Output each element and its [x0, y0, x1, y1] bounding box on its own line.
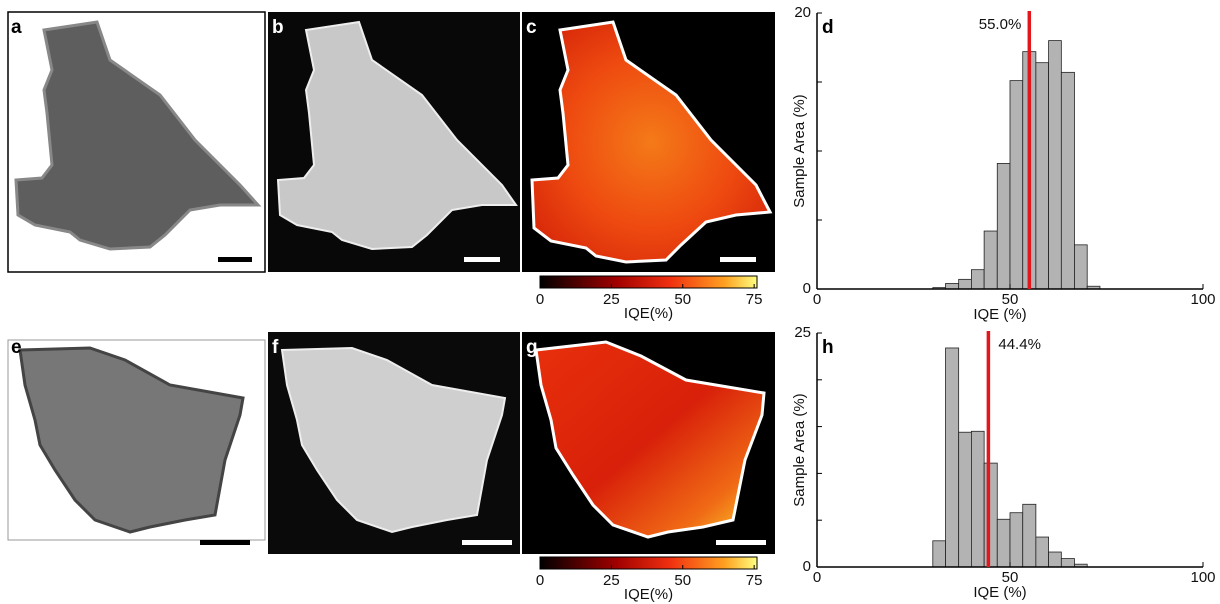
y-axis-label: Sample Area (%) [791, 94, 808, 207]
y-tick-label: 20 [794, 4, 811, 21]
scale-bar [218, 257, 252, 262]
scale-bar [716, 540, 766, 545]
scale-bar [200, 540, 250, 545]
panel-letter: d [822, 17, 834, 38]
colorbar-tick-label: 0 [536, 572, 544, 589]
x-tick-label: 0 [813, 291, 821, 308]
colorbar-tick-label: 75 [746, 572, 763, 589]
bar [997, 163, 1010, 289]
bar [971, 431, 984, 567]
y-tick-label: 0 [803, 558, 811, 575]
panel-letter: f [272, 337, 279, 358]
colorbar [540, 557, 757, 569]
bar [1074, 245, 1087, 289]
colorbar-label: IQE(%) [624, 305, 673, 322]
mean-label: 55.0% [979, 16, 1022, 33]
bar [971, 270, 984, 289]
x-tick-label: 0 [813, 569, 821, 586]
x-tick-label: 100 [1190, 569, 1215, 586]
x-tick-label: 100 [1190, 291, 1215, 308]
panel-letter: g [526, 337, 538, 358]
colorbar-tick-label: 25 [603, 572, 620, 589]
bar [1049, 41, 1062, 289]
panel-letter: a [11, 17, 22, 38]
bar [1036, 537, 1049, 567]
bar [997, 519, 1010, 567]
bar [1010, 81, 1023, 289]
colorbar-tick-label: 50 [674, 291, 691, 308]
bar [933, 541, 946, 567]
panel-letter: e [11, 337, 22, 358]
colorbar-tick-label: 0 [536, 291, 544, 308]
bar [1061, 72, 1074, 289]
bar [959, 279, 972, 289]
bar [959, 432, 972, 567]
colorbar-tick-label: 75 [746, 291, 763, 308]
x-axis-label: IQE (%) [973, 306, 1026, 323]
scale-bar [720, 257, 756, 262]
bar [1010, 513, 1023, 567]
colorbar-tick-label: 50 [674, 572, 691, 589]
figure: abcdefgh0255075IQE(%)0255075IQE(%)050100… [0, 0, 1220, 604]
bar [1061, 559, 1074, 567]
panel-letter: b [272, 17, 284, 38]
y-tick-label: 25 [794, 324, 811, 341]
scale-bar [462, 540, 512, 545]
bar [1049, 552, 1062, 567]
bar [1023, 504, 1036, 567]
bar [1036, 63, 1049, 289]
colorbar-label: IQE(%) [624, 586, 673, 603]
bar [946, 348, 959, 567]
y-axis-label: Sample Area (%) [791, 393, 808, 506]
bar [984, 231, 997, 289]
y-tick-label: 0 [803, 280, 811, 297]
mean-label: 44.4% [998, 336, 1041, 353]
colorbar-tick-label: 25 [603, 291, 620, 308]
colorbar [540, 276, 757, 288]
scale-bar [464, 257, 500, 262]
bar [946, 283, 959, 289]
x-axis-label: IQE (%) [973, 584, 1026, 601]
panel-letter: c [526, 17, 537, 38]
bar [984, 463, 997, 567]
panel-letter: h [822, 337, 834, 358]
